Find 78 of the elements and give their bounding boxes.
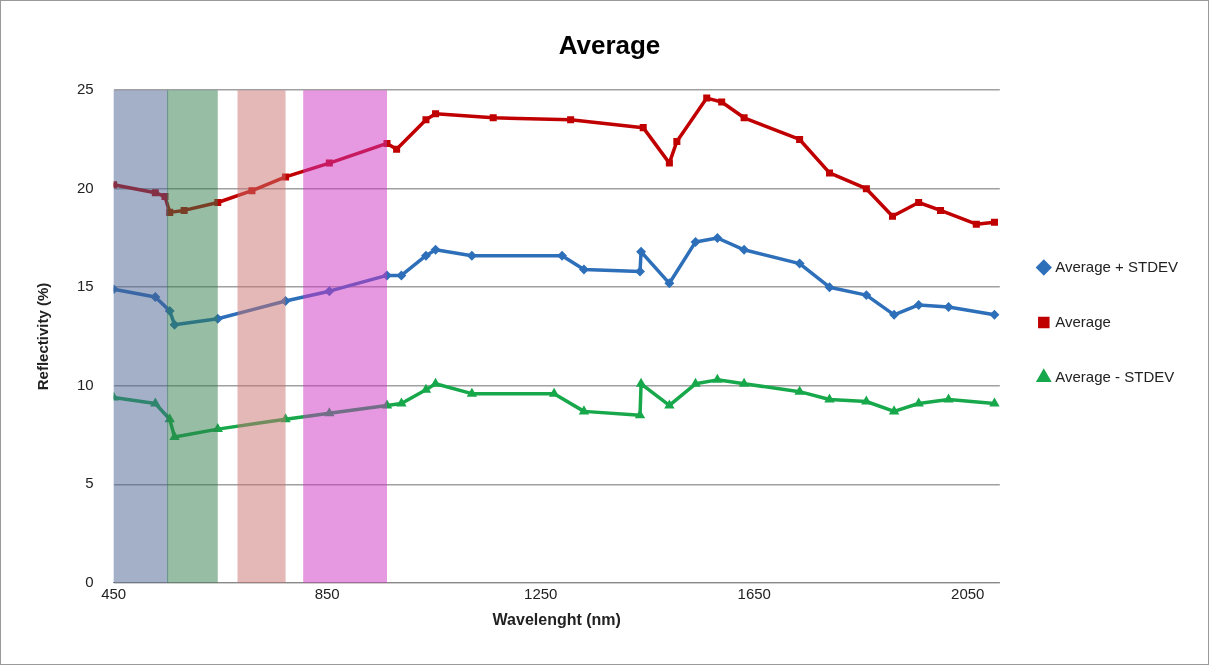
point (713, 233, 722, 243)
point (282, 173, 290, 181)
x-tick-label: 850 (314, 584, 340, 602)
point (972, 220, 980, 228)
point (325, 159, 333, 167)
y-tick-label: 0 (85, 572, 94, 590)
point (166, 208, 174, 216)
y-tick-label: 15 (77, 277, 94, 295)
point (914, 300, 923, 310)
point (213, 424, 222, 433)
point (795, 259, 804, 268)
legend-label: Average - STDEV (1055, 367, 1175, 385)
y-tick-label: 10 (77, 375, 94, 393)
point (421, 251, 431, 260)
point (703, 94, 711, 102)
point (382, 271, 392, 280)
point (796, 135, 804, 143)
point (248, 187, 256, 195)
point (889, 310, 899, 320)
point (888, 212, 897, 220)
point (639, 124, 647, 132)
point (467, 251, 477, 260)
point (862, 290, 871, 300)
point (636, 377, 646, 387)
point (432, 110, 440, 118)
point (431, 245, 440, 255)
y-tick-label: 20 (77, 178, 94, 196)
legend-label: Average (1055, 312, 1111, 330)
point (161, 193, 169, 201)
y-tick-label: 5 (85, 474, 94, 492)
x-tick-label: 2050 (951, 584, 985, 602)
point (915, 199, 923, 207)
point (180, 206, 188, 214)
point (944, 302, 953, 312)
point (579, 265, 589, 274)
point (636, 247, 646, 257)
y-axis-title: Reflectivity (%) (34, 282, 52, 391)
point (712, 373, 723, 383)
point (862, 185, 870, 193)
point (489, 114, 497, 122)
chart-title: Average (558, 29, 661, 60)
point (739, 245, 749, 255)
legend-label: Average + STDEV (1055, 257, 1178, 275)
point (718, 98, 726, 106)
point (557, 251, 567, 260)
point (635, 267, 645, 276)
point (213, 314, 223, 324)
point (431, 377, 440, 387)
point (214, 199, 222, 207)
point (665, 159, 673, 167)
point (739, 377, 750, 387)
point (990, 218, 998, 226)
x-tick-label: 1250 (524, 584, 558, 602)
x-tick-label: 450 (101, 584, 127, 602)
point (567, 116, 575, 124)
point (990, 310, 999, 320)
point (165, 306, 174, 316)
point (393, 145, 401, 153)
point (937, 206, 945, 214)
point (325, 286, 334, 296)
point (691, 377, 701, 387)
point (673, 137, 681, 145)
point (151, 292, 160, 302)
point (281, 296, 290, 306)
point (170, 432, 179, 440)
point (397, 271, 406, 280)
point (151, 189, 159, 197)
y-tick-label: 25 (77, 80, 94, 98)
point (170, 320, 179, 329)
point (826, 169, 834, 177)
point (691, 237, 700, 247)
x-tick-label: 1650 (737, 584, 771, 602)
point (422, 116, 430, 124)
x-axis-title: Wavelenght (nm) (492, 610, 621, 628)
point (740, 114, 748, 122)
point (825, 282, 834, 292)
point (665, 279, 674, 288)
point (383, 139, 391, 147)
